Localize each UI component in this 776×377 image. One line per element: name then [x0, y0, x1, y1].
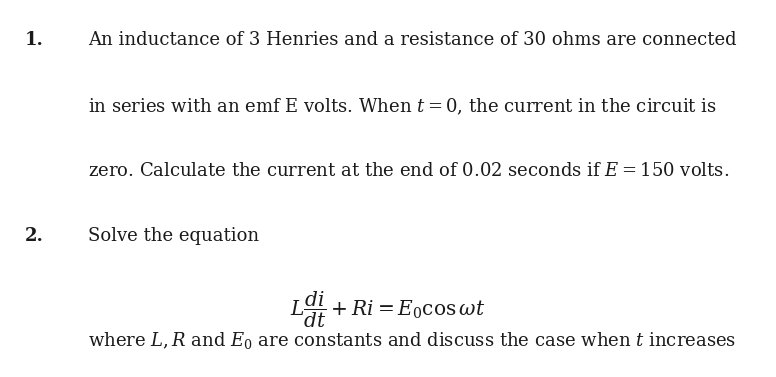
Text: 1.: 1.: [25, 31, 43, 49]
Text: zero. Calculate the current at the end of 0.02 seconds if $E = 150$ volts.: zero. Calculate the current at the end o…: [88, 162, 729, 180]
Text: where $L, R$ and $E_0$ are constants and discuss the case when $t$ increases: where $L, R$ and $E_0$ are constants and…: [88, 330, 736, 351]
Text: 2.: 2.: [25, 227, 43, 245]
Text: $L\dfrac{di}{dt} + Ri = E_0 \cos \omega t$: $L\dfrac{di}{dt} + Ri = E_0 \cos \omega …: [290, 290, 486, 330]
Text: in series with an emf E volts. When $t = 0$, the current in the circuit is: in series with an emf E volts. When $t =…: [88, 97, 716, 116]
Text: Solve the equation: Solve the equation: [88, 227, 258, 245]
Text: An inductance of 3 Henries and a resistance of 30 ohms are connected: An inductance of 3 Henries and a resista…: [88, 31, 736, 49]
